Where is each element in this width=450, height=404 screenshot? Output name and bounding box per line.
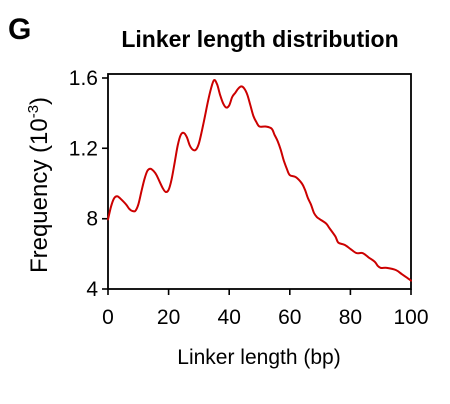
frequency-curve (107, 78, 412, 282)
plot-border (107, 73, 412, 290)
x-tick-label: 20 (157, 306, 180, 329)
panel-label: G (8, 13, 31, 46)
y-tick-label: 1.6 (69, 67, 98, 90)
y-axis: 4 8 1.2 1.6 (69, 67, 108, 301)
x-tick-label: 100 (393, 306, 428, 329)
x-axis: 0 20 40 60 80 100 (102, 289, 429, 329)
x-tick-label: 40 (218, 306, 241, 329)
y-tick-label: 1.2 (69, 137, 98, 160)
x-axis-label: Linker length (bp) (177, 346, 340, 369)
y-axis-label-close: ) (26, 97, 53, 105)
y-axis-label-main: Frequency (10 (26, 118, 53, 273)
x-tick-label: 60 (278, 306, 301, 329)
x-tick-label: 80 (339, 306, 362, 329)
chart-title: Linker length distribution (121, 26, 398, 52)
y-axis-label: Frequency (10-3) (25, 97, 53, 273)
x-tick-label: 0 (102, 306, 114, 329)
plot-frame (107, 73, 412, 290)
y-tick-label: 4 (86, 278, 98, 301)
y-axis-label-exponent: -3 (25, 105, 42, 118)
y-tick-label: 8 (86, 208, 98, 231)
